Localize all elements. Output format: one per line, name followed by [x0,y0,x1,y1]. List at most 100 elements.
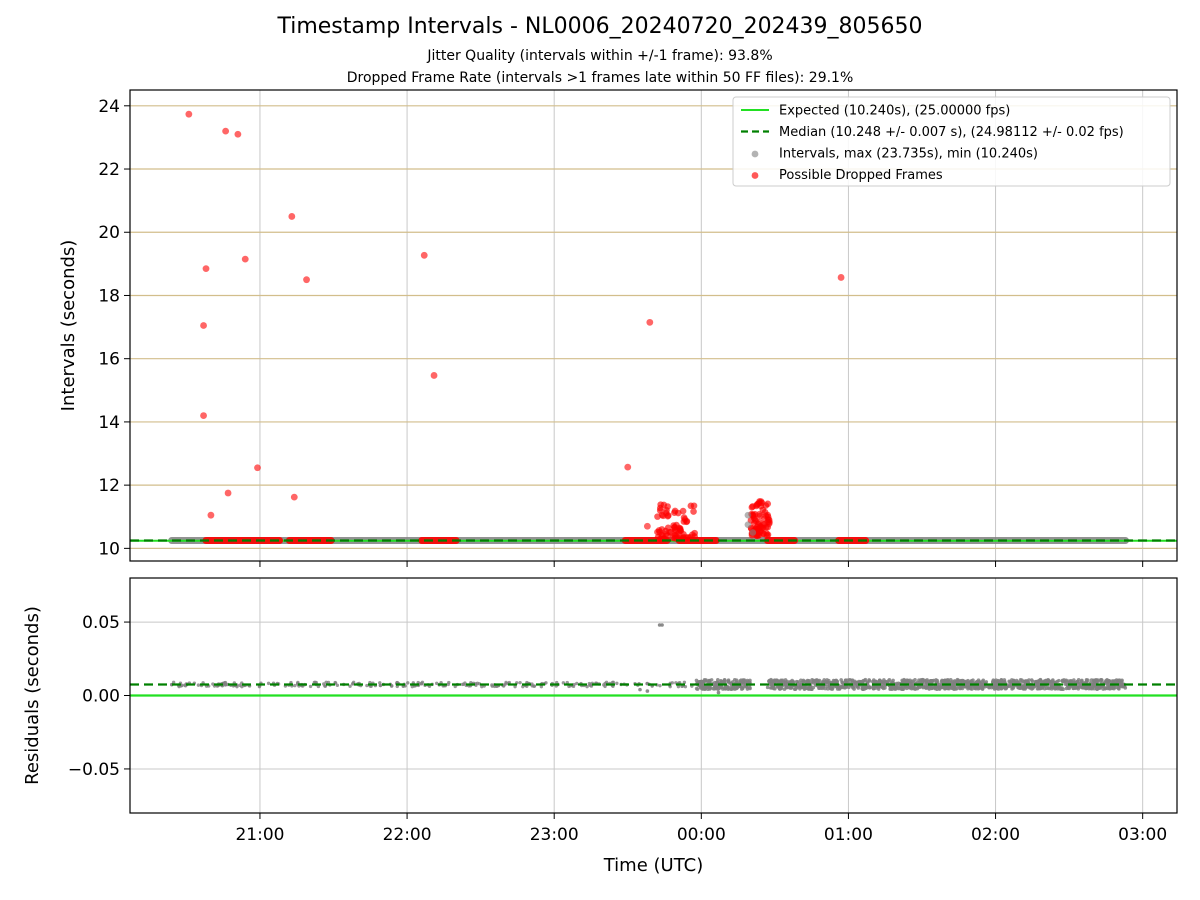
residual-point [1078,683,1083,688]
residual-point [995,686,999,691]
residual-point [1035,686,1040,691]
residual-point [1019,686,1024,690]
residual-point [823,686,828,691]
residual-point [785,679,790,684]
x-tick-label: 23:00 [530,825,579,845]
residual-point [975,685,979,689]
dropped-frame-point [762,523,770,531]
residual-point [1105,679,1109,683]
residual-point [196,683,201,687]
residual-point [447,680,451,685]
residual-point [966,678,970,683]
dropped-frame-point [241,255,249,263]
residual-point [1063,682,1067,686]
residual-point [908,685,912,689]
legend: Expected (10.240s), (25.00000 fps) Median… [732,96,1171,187]
residual-point [781,680,786,684]
residual-point [435,681,439,686]
residual-point [1098,677,1103,682]
residual-point [676,684,681,689]
residual-point [969,686,973,691]
y-tick-label: 20 [98,223,120,243]
x-tick-label: 00:00 [677,825,726,845]
residual-point [952,681,957,686]
residual-point [779,685,783,690]
dropped-frame-point [202,265,210,273]
residual-point [602,683,606,687]
residual-point [863,685,867,689]
residual-point [765,685,770,690]
residual-point [808,686,813,691]
legend-intervals-swatch [751,150,759,158]
legend-box [732,96,1171,187]
dropped-frame-point [758,499,766,507]
residual-point [532,684,536,688]
residual-point [899,687,904,691]
residual-point [889,687,893,691]
dropped-frame-point [290,493,298,501]
dropped-frame-point [664,503,671,510]
residual-point [682,680,687,685]
dropped-frame-point [657,501,664,508]
residual-point [610,680,615,685]
residual-point [474,683,478,687]
chart-title: Timestamp Intervals - NL0006_20240720_20… [277,14,923,39]
residual-point [513,684,517,689]
residual-point [930,678,935,683]
residual-point [521,684,525,689]
residual-point [834,678,839,683]
residual-point [313,680,317,685]
residual-point [716,690,721,695]
residual-point [920,680,924,685]
residual-point [694,686,699,691]
dropped-frame-point [185,110,193,118]
residual-point [769,677,773,682]
residual-point [942,678,947,683]
y-tick-label: 10 [98,539,120,559]
x-tick-label: 03:00 [1118,825,1167,845]
dropped-frame-point [303,276,310,284]
residual-point [843,678,848,683]
residual-point [980,687,985,691]
residual-point [700,681,705,685]
dropped-frame-point [254,464,261,472]
residual-point [365,683,369,688]
x-tick-label: 02:00 [971,825,1020,845]
residual-point [1046,685,1051,690]
residual-point [739,687,744,691]
residual-point [660,623,664,627]
dropped-frame-point [756,512,764,520]
residual-point [966,686,970,691]
residual-point [775,685,780,689]
residual-point [734,686,738,691]
residual-point [787,685,792,690]
residual-point [1038,679,1043,683]
residual-point [615,681,619,686]
residual-point [830,687,835,691]
residual-point [211,682,215,686]
interval-point [744,521,752,528]
residual-point [1116,686,1121,691]
residual-point [668,684,672,689]
residual-point [702,686,706,691]
residual-point [960,686,965,691]
residual-point [1011,686,1016,690]
residual-point [1067,686,1072,691]
residual-point [877,678,882,683]
y-tick-label: 0.00 [82,687,120,707]
x-tick-label: 22:00 [383,825,432,845]
residual-point [805,686,810,691]
y-tick-label: 12 [98,476,120,496]
legend-label: Expected (10.240s), (25.00000 fps) [779,104,1010,119]
residual-point [789,680,794,685]
residual-point [714,684,718,689]
residual-point [884,680,888,684]
residual-point [912,686,916,691]
dropped-frame-point [681,516,689,523]
dropped-frame-point [234,130,242,138]
residual-point [1074,685,1078,690]
residual-point [775,679,780,683]
dropped-frame-point [200,412,207,419]
residual-point [1069,680,1073,684]
dropped-frame-point [690,508,697,515]
